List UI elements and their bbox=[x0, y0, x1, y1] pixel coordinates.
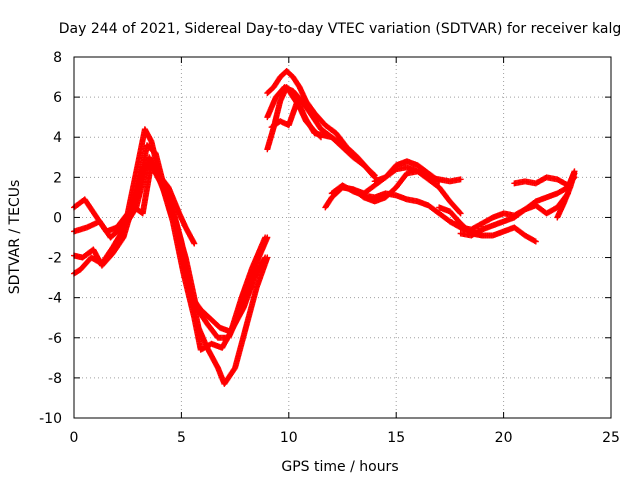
x-tick-label: 5 bbox=[177, 430, 186, 446]
y-axis-label: SDTVAR / TECUs bbox=[7, 180, 23, 295]
y-tick-label: -6 bbox=[48, 331, 62, 347]
y-tick-label: -8 bbox=[48, 371, 62, 387]
x-tick-label: 25 bbox=[602, 430, 620, 446]
data-point bbox=[264, 234, 271, 241]
series-marker bbox=[370, 173, 377, 180]
data-point bbox=[457, 210, 464, 217]
y-tick-label: 0 bbox=[53, 210, 62, 226]
y-tick-label: -10 bbox=[39, 411, 62, 427]
y-tick-label: 2 bbox=[53, 170, 62, 186]
x-tick-label: 20 bbox=[495, 430, 513, 446]
y-tick-label: 4 bbox=[53, 130, 62, 146]
x-tick-label: 15 bbox=[387, 430, 405, 446]
chart-title: Day 244 of 2021, Sidereal Day-to-day VTE… bbox=[59, 21, 621, 37]
y-tick-label: 8 bbox=[53, 50, 62, 66]
x-axis-label: GPS time / hours bbox=[281, 459, 398, 475]
x-tick-label: 10 bbox=[280, 430, 298, 446]
data-point bbox=[571, 170, 578, 177]
data-point bbox=[350, 150, 357, 157]
plot-frame bbox=[73, 56, 612, 419]
data-point bbox=[262, 254, 269, 261]
x-tick-label: 0 bbox=[70, 430, 79, 446]
grid bbox=[74, 57, 611, 418]
data-point bbox=[191, 240, 198, 247]
data-markers bbox=[71, 68, 578, 387]
series-marker bbox=[349, 149, 356, 156]
y-tick-label: 6 bbox=[53, 90, 62, 106]
series-marker bbox=[456, 209, 463, 216]
data-point bbox=[532, 238, 539, 245]
y-tick-label: -4 bbox=[48, 291, 62, 307]
axis-ticks: 0 5 10 15 20 25 -10 -8 -6 -4 -2 0 2 4 6 8 bbox=[39, 50, 620, 446]
y-tick-label: -2 bbox=[48, 251, 62, 267]
data-point bbox=[457, 176, 464, 183]
